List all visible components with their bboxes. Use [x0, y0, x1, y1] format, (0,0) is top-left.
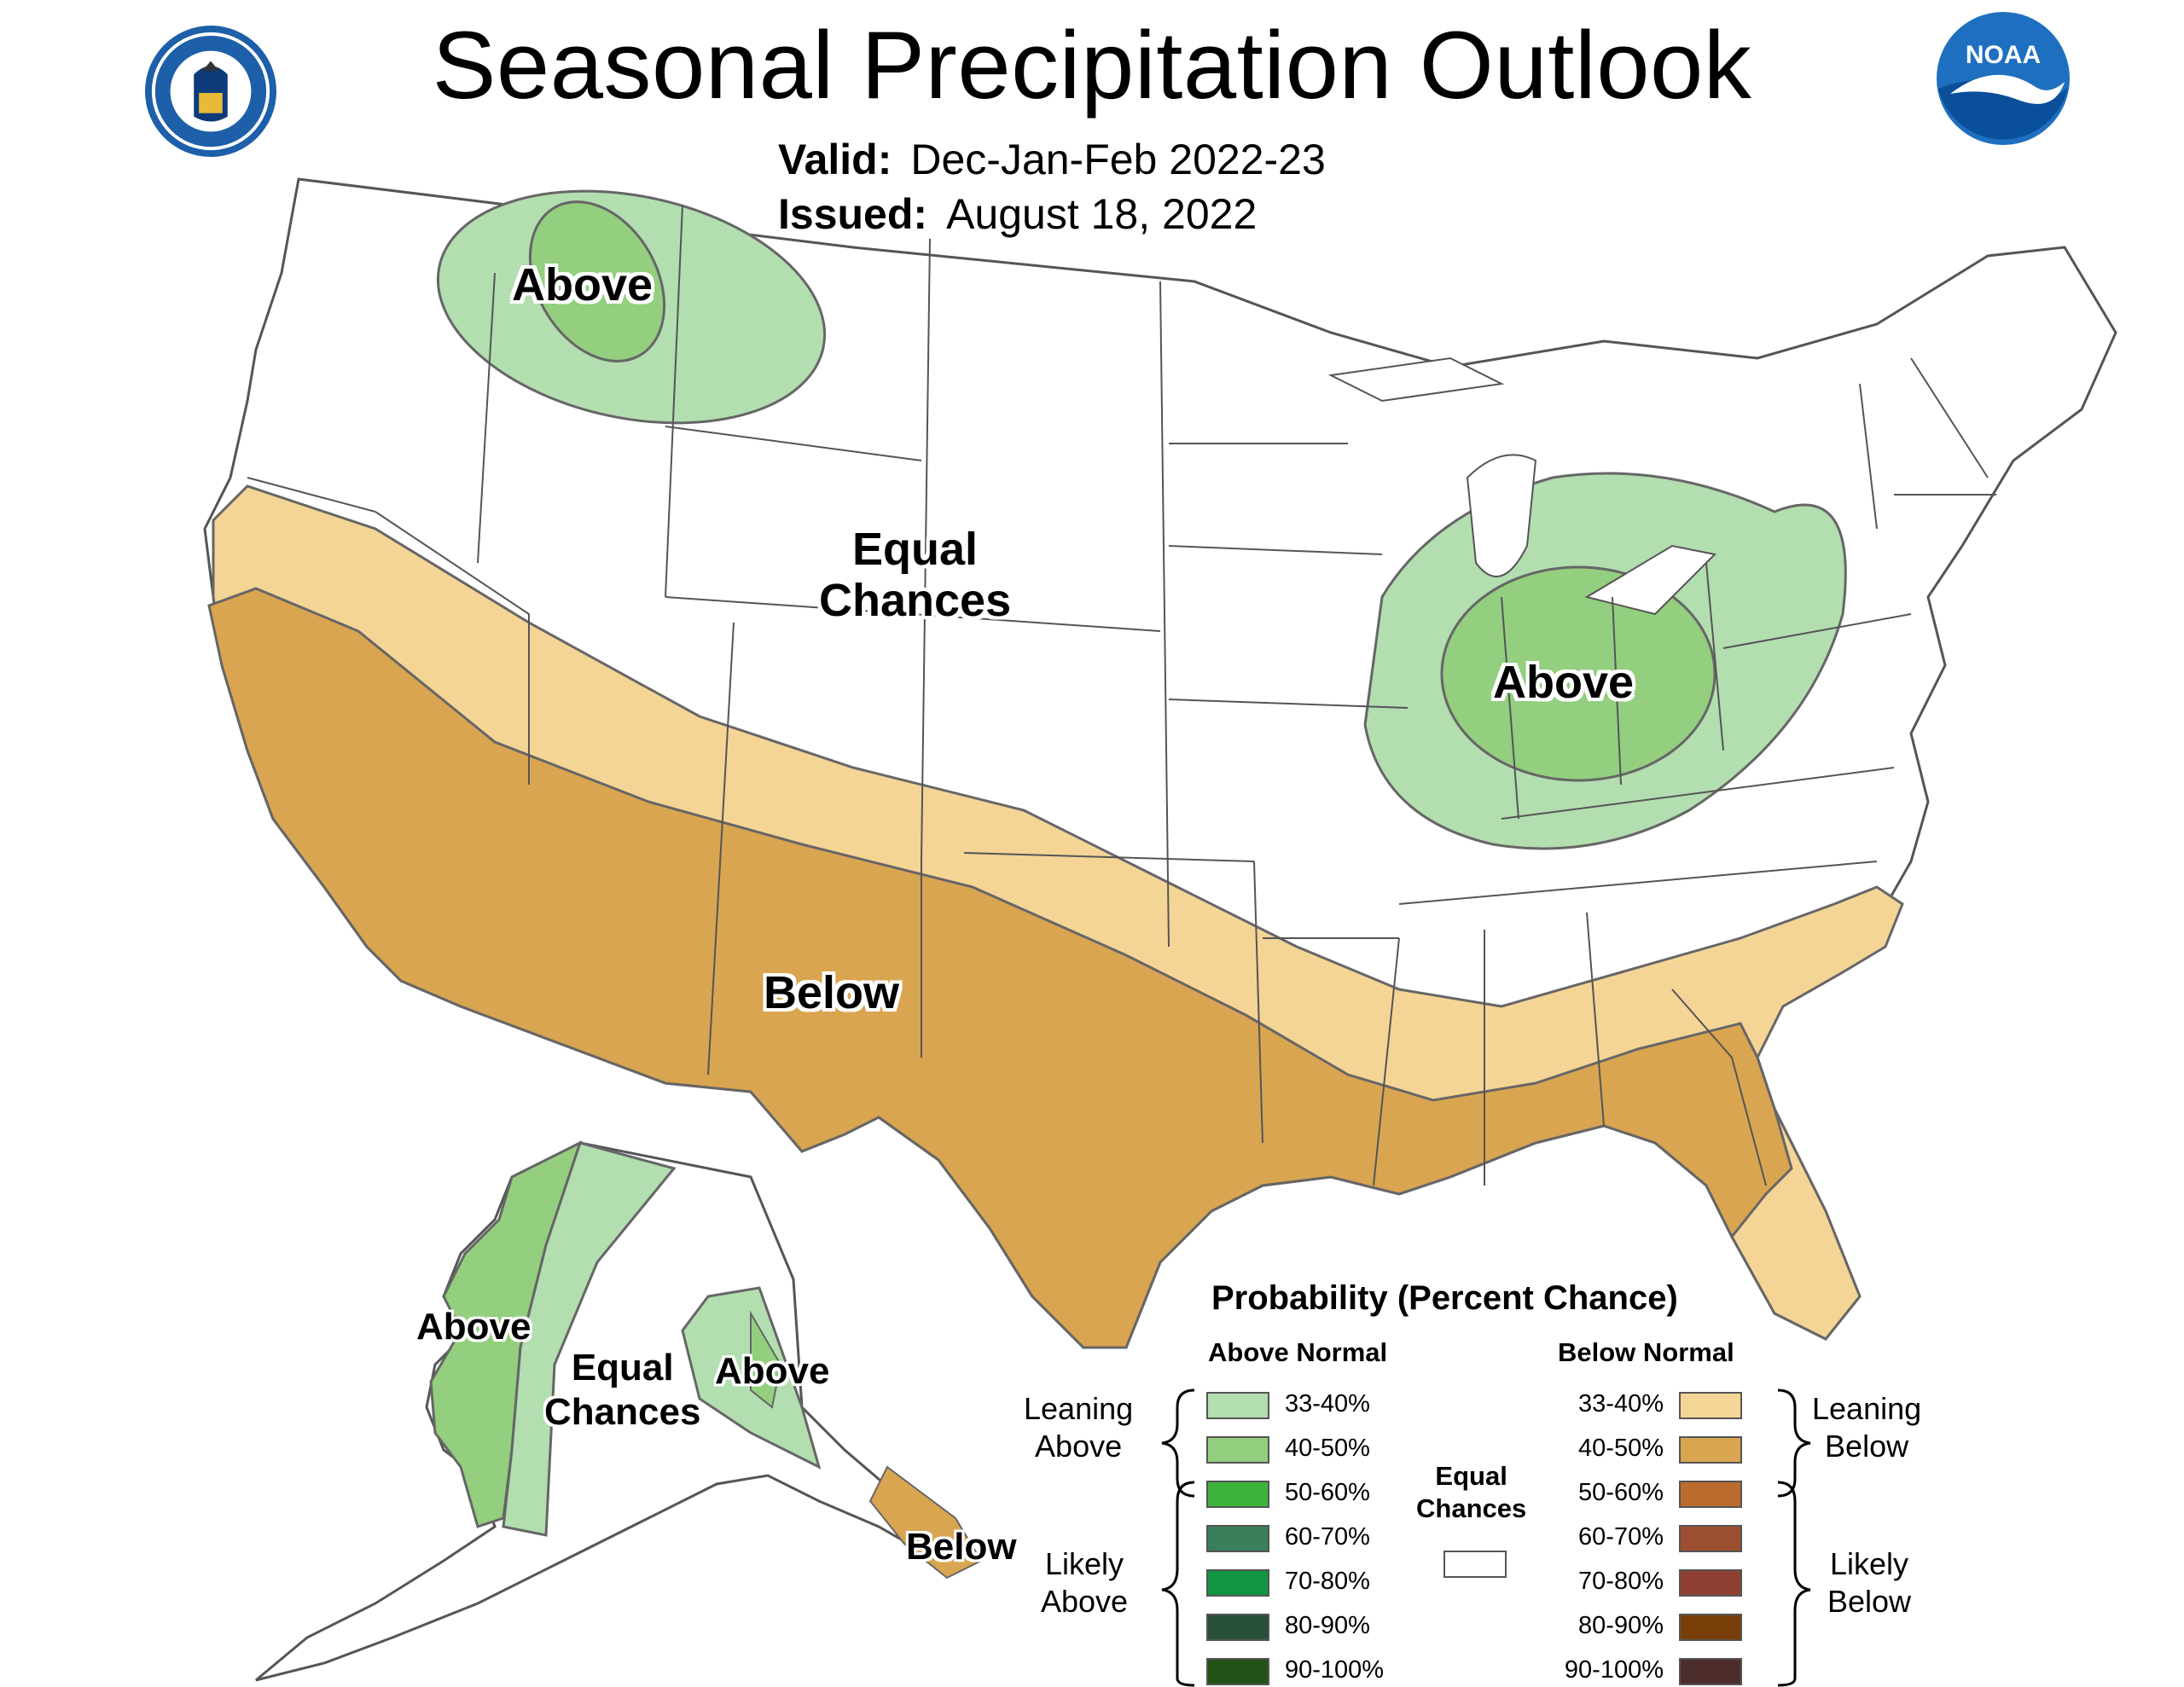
above-swatch-label: 33-40%	[1285, 1390, 1370, 1417]
above-swatch	[1206, 1658, 1269, 1685]
ak-ec-label: Equal Chances	[544, 1346, 700, 1435]
legend-title: Probability (Percent Chance)	[1211, 1279, 1678, 1317]
ohio-above-40-50-region	[1440, 565, 1716, 782]
below-swatch	[1679, 1525, 1742, 1552]
below-swatch-label: 33-40%	[1578, 1390, 1664, 1417]
likely-above-line2: Above	[1041, 1584, 1129, 1619]
issued-value: August 18, 2022	[946, 190, 1258, 238]
valid-row: Valid: Dec-Jan-Feb 2022-23	[778, 132, 1326, 187]
department-of-commerce-seal-icon	[144, 25, 277, 158]
ak-central-lean-region	[502, 1141, 677, 1537]
above-swatch	[1206, 1614, 1269, 1641]
below-swatch	[1679, 1481, 1742, 1508]
below-swatch-label: 60-70%	[1578, 1523, 1664, 1551]
leaning-below-line1: Leaning	[1812, 1391, 1922, 1426]
ak-east-above-inner-region	[750, 1310, 782, 1409]
below-40-50-region	[207, 587, 1793, 1349]
legend-below-header: Below Normal	[1558, 1337, 1734, 1367]
central-ec-label: Equal Chances	[819, 524, 1011, 626]
ak-se-below-label: Below	[906, 1526, 1017, 1568]
above-swatch	[1206, 1525, 1269, 1552]
valid-label: Valid:	[778, 136, 892, 183]
central-ec-line2: Chances	[819, 575, 1012, 626]
below-swatch-label: 50-60%	[1578, 1479, 1664, 1506]
above-swatch-label: 70-80%	[1285, 1568, 1370, 1595]
likely-below-label: Likely Below	[1827, 1545, 1911, 1620]
leaning-above-label: Leaning Above	[1024, 1390, 1133, 1465]
below-swatch	[1679, 1436, 1742, 1464]
below-swatch	[1679, 1569, 1742, 1597]
page-title: Seasonal Precipitation Outlook	[432, 12, 1752, 119]
above-swatch	[1206, 1569, 1269, 1597]
below-swatch-label: 40-50%	[1578, 1435, 1664, 1462]
ohio-above-label: Above	[1493, 657, 1635, 708]
valid-value: Dec-Jan-Feb 2022-23	[910, 136, 1326, 183]
likely-above-line1: Likely	[1045, 1546, 1124, 1581]
equal-chances-legend-label: Equal Chances	[1416, 1460, 1526, 1525]
south-below-label: Below	[764, 967, 900, 1018]
leaning-above-line2: Above	[1035, 1429, 1123, 1464]
above-swatch	[1206, 1436, 1269, 1464]
issued-row: Issued: August 18, 2022	[778, 187, 1326, 241]
ak-ec-line1: Equal	[571, 1347, 674, 1388]
above-swatch	[1206, 1481, 1269, 1508]
leaning-above-brace	[1161, 1388, 1195, 1498]
equal-chances-line1: Equal	[1435, 1461, 1507, 1491]
leaning-below-line2: Below	[1825, 1429, 1909, 1464]
above-swatch-label: 90-100%	[1285, 1656, 1385, 1684]
below-swatch	[1679, 1658, 1742, 1685]
below-swatch	[1679, 1614, 1742, 1641]
below-swatch-label: 70-80%	[1578, 1568, 1664, 1595]
above-swatch	[1206, 1392, 1269, 1419]
below-swatch-label: 90-100%	[1564, 1656, 1664, 1684]
state-boundaries	[247, 204, 1996, 1186]
central-ec-line1: Equal	[852, 524, 979, 575]
noaa-logo-text: NOAA	[1966, 41, 2041, 69]
below-swatch-label: 80-90%	[1578, 1612, 1664, 1639]
likely-above-brace	[1161, 1481, 1195, 1687]
likely-below-brace	[1777, 1481, 1811, 1687]
great-lakes	[1327, 357, 1717, 616]
valid-issued-block: Valid: Dec-Jan-Feb 2022-23 Issued: August …	[778, 132, 1326, 241]
equal-chances-swatch	[1443, 1551, 1507, 1578]
ak-ec-line2: Chances	[544, 1391, 701, 1433]
nw-above-40-50-region	[528, 200, 666, 362]
above-swatch-label: 80-90%	[1285, 1612, 1370, 1639]
leaning-below-brace	[1777, 1388, 1811, 1498]
leaning-above-line1: Leaning	[1024, 1391, 1134, 1426]
ak-west-above-label: Above	[416, 1306, 531, 1348]
above-swatch-label: 50-60%	[1285, 1479, 1370, 1506]
leaning-below-label: Leaning Below	[1812, 1390, 1921, 1465]
equal-chances-line2: Chances	[1416, 1493, 1527, 1523]
legend-above-header: Above Normal	[1208, 1337, 1388, 1367]
likely-above-label: Likely Above	[1041, 1545, 1128, 1620]
ak-east-above-label: Above	[715, 1350, 830, 1392]
issued-label: Issued:	[778, 190, 928, 238]
nw-above-label: Above	[512, 259, 653, 310]
likely-below-line1: Likely	[1830, 1546, 1909, 1581]
likely-below-line2: Below	[1827, 1584, 1912, 1619]
below-swatch	[1679, 1392, 1742, 1419]
noaa-logo-icon: NOAA	[1937, 12, 2070, 145]
ak-se-below-region	[868, 1465, 983, 1580]
above-swatch-label: 40-50%	[1285, 1435, 1370, 1462]
above-swatch-label: 60-70%	[1285, 1523, 1370, 1551]
